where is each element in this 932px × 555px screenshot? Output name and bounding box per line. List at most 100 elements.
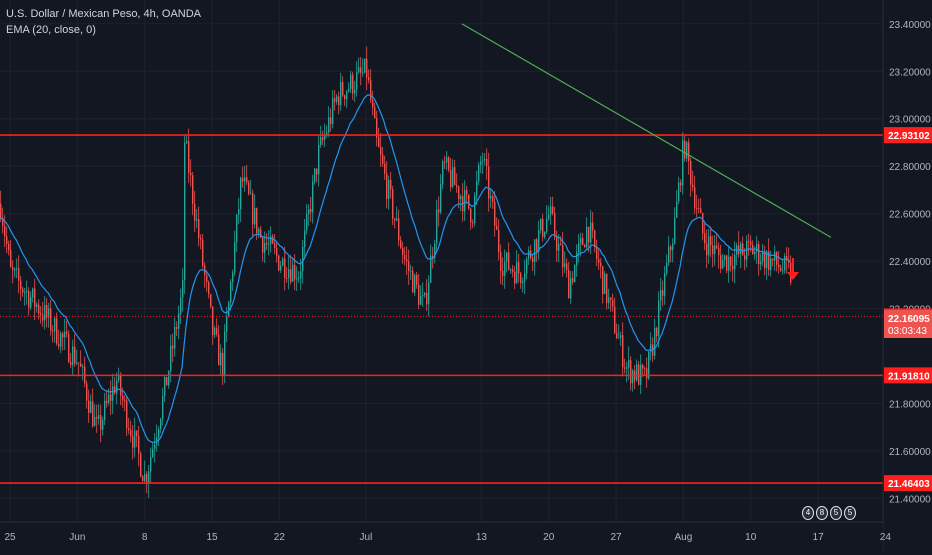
candle: [12, 260, 14, 284]
candle: [730, 255, 732, 272]
candle: [544, 231, 546, 240]
candle: [388, 175, 390, 210]
candle: [364, 58, 366, 74]
candle: [322, 130, 324, 146]
candle: [178, 305, 180, 340]
candle: [406, 246, 408, 275]
watermark-digit: 5: [830, 506, 842, 520]
candle: [664, 266, 666, 305]
candle: [534, 239, 536, 276]
candle: [720, 244, 722, 273]
candle: [440, 173, 442, 215]
candle: [124, 395, 126, 412]
candle: [120, 372, 122, 406]
candle: [56, 312, 58, 346]
watermark-digit: 8: [816, 506, 828, 520]
down-arrow-marker[interactable]: [787, 258, 799, 280]
candle: [34, 278, 36, 321]
candle: [82, 363, 84, 381]
price-axis[interactable]: 23.40000 23.20000 23.00000 22.80000 22.60000…: [882, 0, 932, 550]
candle: [630, 356, 632, 391]
candle: [176, 321, 178, 336]
candle: [672, 238, 674, 263]
symbol-title[interactable]: U.S. Dollar / Mexican Peso, 4h, OANDA: [6, 8, 202, 20]
candle: [492, 193, 494, 209]
candle: [52, 325, 54, 343]
candle: [644, 366, 646, 375]
candle: [224, 323, 226, 384]
candle: [276, 242, 278, 263]
candle: [356, 61, 358, 97]
candle: [504, 249, 506, 289]
candle: [604, 271, 606, 295]
candle: [612, 293, 614, 312]
candle: [782, 259, 784, 275]
candle: [784, 253, 786, 275]
candle: [328, 106, 330, 137]
candle: [538, 220, 540, 260]
candle: [626, 361, 628, 383]
candle: [714, 234, 716, 266]
candle: [772, 258, 774, 267]
candle: [640, 354, 642, 395]
candle: [0, 190, 2, 223]
candle: [674, 207, 676, 245]
candle: [688, 138, 690, 175]
candle: [632, 368, 634, 392]
trendline[interactable]: [461, 23, 832, 238]
candle: [422, 282, 424, 307]
candle: [676, 189, 678, 218]
arrow-head: [787, 272, 799, 280]
candle: [48, 302, 50, 328]
candle: [496, 217, 498, 231]
candle: [660, 278, 662, 312]
candle: [702, 212, 704, 241]
time-axis[interactable]: 25 Jun 8 15 22 Jul 13 20 27 Aug 10 17 24: [0, 521, 891, 550]
horizontal-levels[interactable]: [0, 134, 883, 484]
candle: [286, 267, 288, 283]
candle: [414, 273, 416, 296]
candle: [384, 155, 386, 180]
candle: [354, 81, 356, 102]
candle: [182, 268, 184, 312]
candle: [712, 235, 714, 268]
candle: [622, 322, 624, 377]
candle: [262, 236, 264, 262]
candle: [462, 183, 464, 222]
candle: [578, 234, 580, 263]
candle: [560, 236, 562, 246]
time-tick-label: Jul: [360, 532, 373, 543]
candle: [476, 170, 478, 206]
candle: [376, 110, 378, 147]
candle: [656, 326, 658, 343]
price-tick-label: 22.80000: [889, 162, 931, 173]
candle: [746, 235, 748, 268]
candle: [566, 258, 568, 278]
candle: [510, 268, 512, 274]
price-tick-label: 21.60000: [889, 447, 931, 458]
candle: [742, 236, 744, 256]
candle: [404, 247, 406, 266]
candle: [274, 234, 276, 255]
candle: [700, 198, 702, 214]
time-axis-bg: [0, 522, 883, 550]
candle: [684, 134, 686, 162]
candle: [208, 280, 210, 299]
candle: [368, 69, 370, 84]
candle: [72, 339, 74, 375]
candle: [210, 294, 212, 309]
candle: [558, 234, 560, 263]
candle: [170, 334, 172, 383]
candle: [144, 460, 146, 484]
candle: [130, 420, 132, 443]
candle: [342, 76, 344, 98]
candle: [290, 255, 292, 285]
candle: [288, 256, 290, 290]
candle: [390, 171, 392, 199]
candle: [370, 69, 372, 103]
candle: [74, 334, 76, 367]
candle: [96, 404, 98, 433]
indicator-title[interactable]: EMA (20, close, 0): [6, 24, 96, 36]
